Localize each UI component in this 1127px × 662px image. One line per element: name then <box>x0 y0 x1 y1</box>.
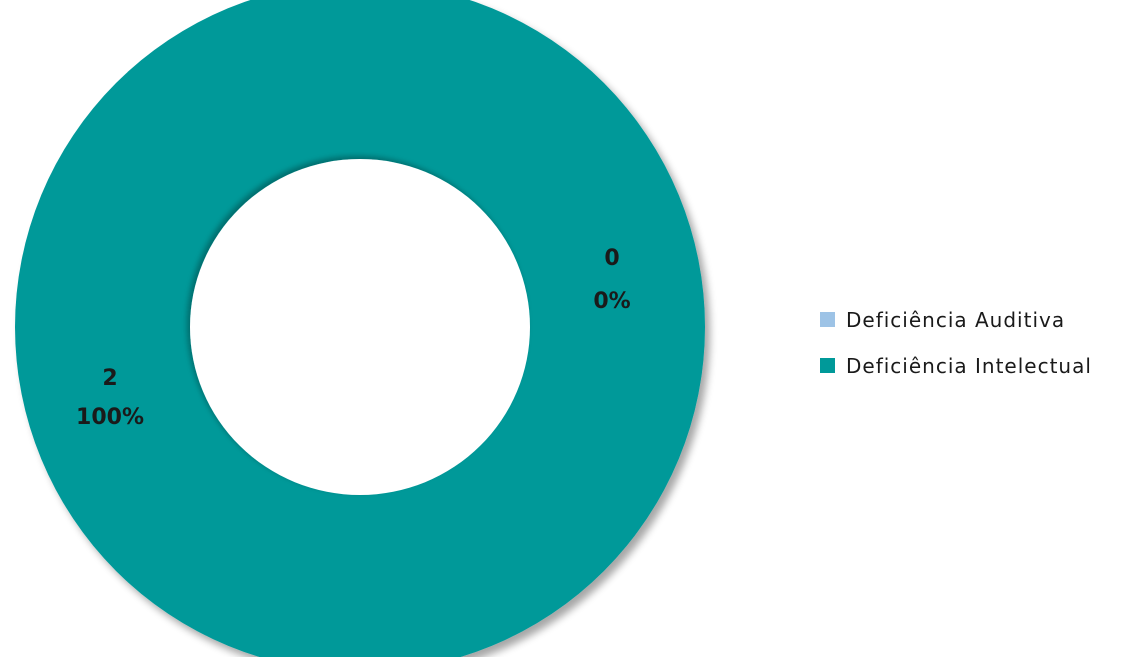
donut-hole-fill <box>190 159 530 495</box>
data-label-percent-deficiencia-intelectual: 100% <box>76 405 144 430</box>
donut-hole <box>190 159 530 495</box>
data-label-value-deficiencia-intelectual: 2 <box>102 366 117 391</box>
legend: Deficiência Auditiva Deficiência Intelect… <box>820 308 1092 378</box>
legend-swatch-deficiencia-auditiva <box>820 312 835 327</box>
data-labels: 0 0% 2 100% <box>76 246 631 430</box>
data-label-value-deficiencia-auditiva: 0 <box>604 246 619 271</box>
data-label-percent-deficiencia-auditiva: 0% <box>593 289 630 314</box>
legend-swatch-deficiencia-intelectual <box>820 358 835 373</box>
legend-label-deficiencia-auditiva: Deficiência Auditiva <box>846 308 1065 332</box>
legend-label-deficiencia-intelectual: Deficiência Intelectual <box>846 354 1092 378</box>
